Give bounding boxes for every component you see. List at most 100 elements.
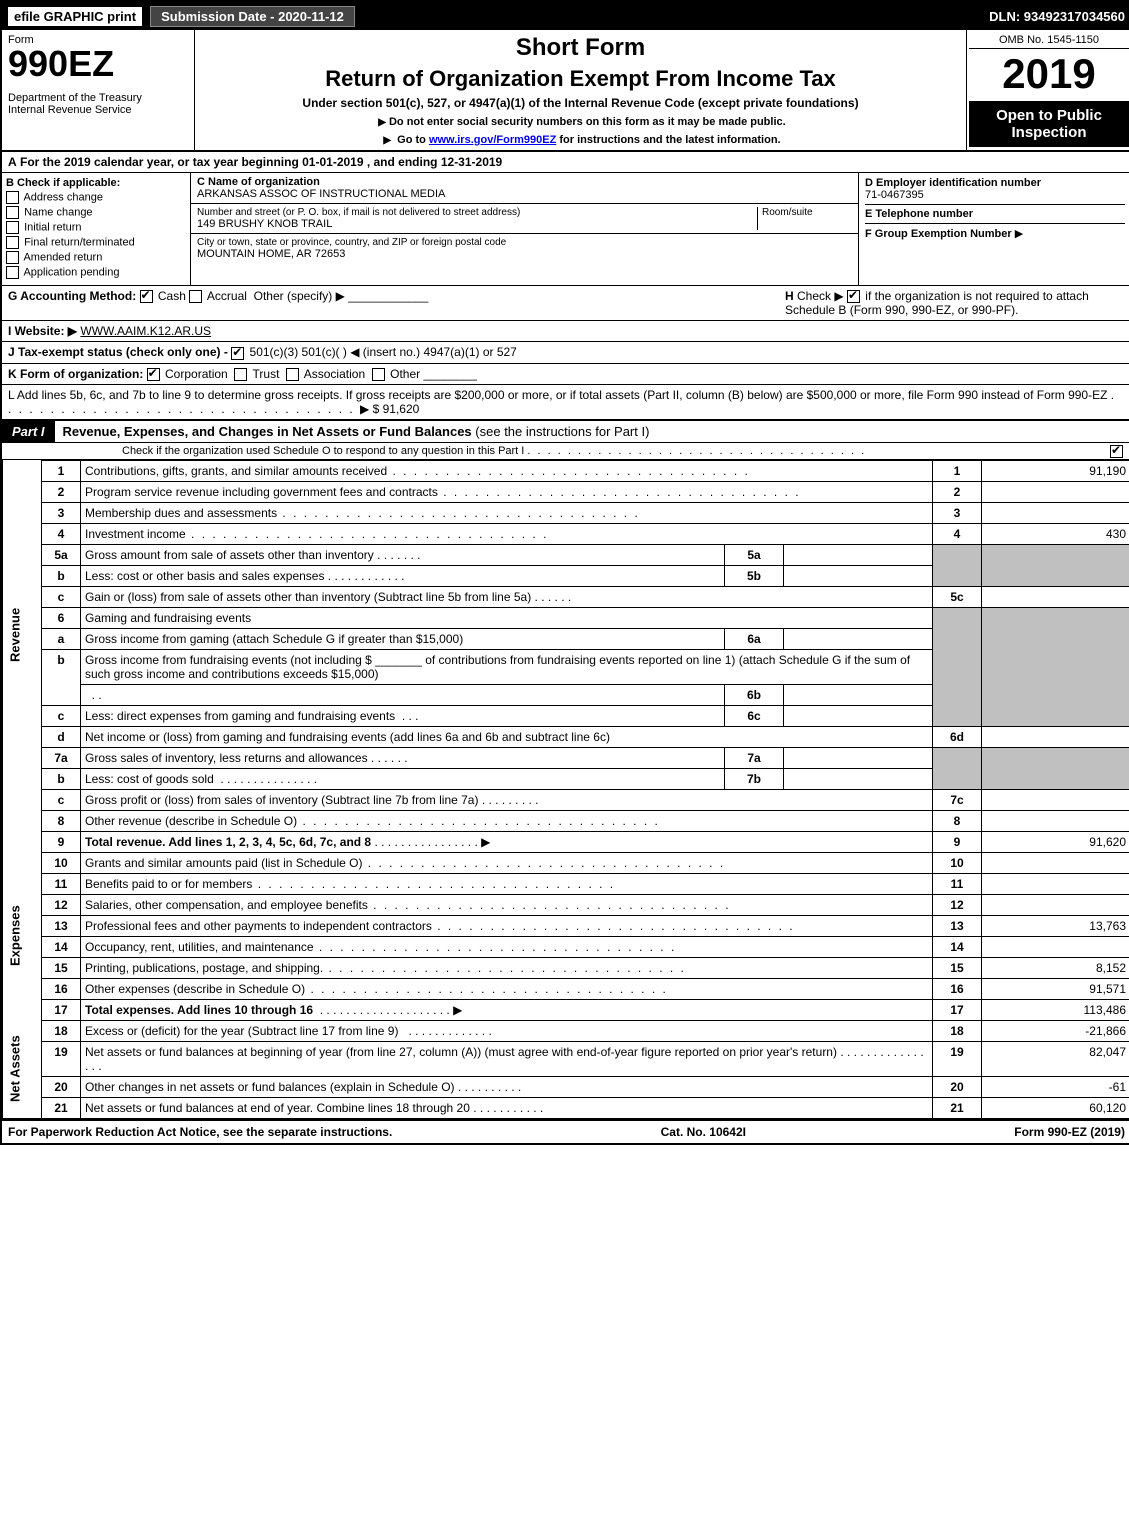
g-label: G Accounting Method: <box>8 289 136 303</box>
tax-year: 2019 <box>969 49 1129 99</box>
dept-irs: Internal Revenue Service <box>8 104 188 116</box>
l-text: L Add lines 5b, 6c, and 7b to line 9 to … <box>8 388 1107 402</box>
org-city: MOUNTAIN HOME, AR 72653 <box>197 248 506 260</box>
chk-trust[interactable] <box>234 368 247 381</box>
line-18-value: -21,866 <box>982 1020 1129 1041</box>
line-6c-desc: Less: direct expenses from gaming and fu… <box>85 709 395 723</box>
chk-name-change[interactable] <box>6 206 19 219</box>
line-7b-desc: Less: cost of goods sold <box>85 772 214 786</box>
part-1-tab: Part I <box>2 421 55 442</box>
line-6d-desc: Net income or (loss) from gaming and fun… <box>85 730 610 744</box>
instructions-link[interactable]: www.irs.gov/Form990EZ <box>429 134 556 146</box>
line-6a-desc: Gross income from gaming (attach Schedul… <box>85 632 463 646</box>
chk-association[interactable] <box>286 368 299 381</box>
row-k-form-org: K Form of organization: Corporation Trus… <box>2 364 1129 385</box>
chk-other-org[interactable] <box>372 368 385 381</box>
row-l-gross-receipts: L Add lines 5b, 6c, and 7b to line 9 to … <box>2 385 1129 420</box>
org-address: 149 BRUSHY KNOB TRAIL <box>197 218 757 230</box>
goto-post: for instructions and the latest informat… <box>556 134 780 146</box>
subtitle: Under section 501(c), 527, or 4947(a)(1)… <box>203 96 958 110</box>
line-7a-desc: Gross sales of inventory, less returns a… <box>85 751 368 765</box>
line-20-value: -61 <box>982 1076 1129 1097</box>
b-label: Check if applicable: <box>17 177 120 189</box>
c-addr-label: Number and street (or P. O. box, if mail… <box>197 207 757 218</box>
line-13-value: 13,763 <box>982 915 1129 936</box>
chk-schedule-o-used[interactable] <box>1110 445 1123 458</box>
e-phone-label: E Telephone number <box>865 208 973 220</box>
chk-initial-return[interactable] <box>6 221 19 234</box>
form-header: Form 990EZ Department of the Treasury In… <box>2 30 1129 152</box>
form-number: 990EZ <box>8 46 188 82</box>
chk-final-return[interactable] <box>6 236 19 249</box>
open-to-public: Open to Public Inspection <box>969 101 1129 147</box>
goto-pre: Go to <box>397 134 429 146</box>
line-14-desc: Occupancy, rent, utilities, and maintena… <box>85 940 314 954</box>
line-9-desc: Total revenue. Add lines 1, 2, 3, 4, 5c,… <box>85 835 371 849</box>
submission-date-button[interactable]: Submission Date - 2020-11-12 <box>150 6 355 27</box>
row-i-website: I Website: ▶ WWW.AAIM.K12.AR.US <box>2 321 1129 342</box>
line-9-value: 91,620 <box>982 831 1129 852</box>
line-13-desc: Professional fees and other payments to … <box>85 919 432 933</box>
line-5c-desc: Gain or (loss) from sale of assets other… <box>85 590 531 604</box>
part-1-header: Part I Revenue, Expenses, and Changes in… <box>2 420 1129 443</box>
top-bar: efile GRAPHIC print Submission Date - 20… <box>2 2 1129 30</box>
line-5a-desc: Gross amount from sale of assets other t… <box>85 548 374 562</box>
main-title: Return of Organization Exempt From Incom… <box>203 66 958 92</box>
row-g-h: G Accounting Method: Cash Accrual Other … <box>2 286 1129 321</box>
f-group-label: F Group Exemption Number <box>865 228 1012 240</box>
d-ein-value: 71-0467395 <box>865 189 924 201</box>
line-6b-desc-pre: Gross income from fundraising events (no… <box>85 653 372 667</box>
chk-application-pending[interactable] <box>6 266 19 279</box>
part-1-note: (see the instructions for Part I) <box>475 424 649 439</box>
financial-table: Revenue 1 Contributions, gifts, grants, … <box>2 460 1129 1119</box>
line-16-value: 91,571 <box>982 978 1129 999</box>
dln-label: DLN: 93492317034560 <box>989 9 1125 24</box>
line-4-value: 430 <box>982 523 1129 544</box>
omb-number: OMB No. 1545-1150 <box>969 32 1129 49</box>
chk-corporation[interactable] <box>147 368 160 381</box>
chk-schedule-b-not-required[interactable] <box>847 290 860 303</box>
chk-address-change[interactable] <box>6 191 19 204</box>
l-value: $ 91,620 <box>373 402 420 416</box>
line-4-desc: Investment income <box>85 527 186 541</box>
line-10-desc: Grants and similar amounts paid (list in… <box>85 856 362 870</box>
j-options: 501(c)(3) 501(c)( ) ◀ (insert no.) 4947(… <box>250 345 517 359</box>
line-17-value: 113,486 <box>982 999 1129 1020</box>
h-check-text: Check ▶ <box>797 289 844 303</box>
line-6-desc: Gaming and fundraising events <box>85 611 251 625</box>
chk-accrual[interactable] <box>189 290 202 303</box>
line-1-desc: Contributions, gifts, grants, and simila… <box>85 464 387 478</box>
j-label: J Tax-exempt status (check only one) - <box>8 345 228 359</box>
d-ein-label: D Employer identification number <box>865 177 1041 189</box>
line-7c-desc: Gross profit or (loss) from sales of inv… <box>85 793 478 807</box>
line-21-value: 60,120 <box>982 1097 1129 1118</box>
line-19-desc: Net assets or fund balances at beginning… <box>85 1045 837 1059</box>
footer-left: For Paperwork Reduction Act Notice, see … <box>8 1125 392 1139</box>
section-a-tax-year: A For the 2019 calendar year, or tax yea… <box>2 152 1129 173</box>
c-city-label: City or town, state or province, country… <box>197 237 506 248</box>
chk-amended-return[interactable] <box>6 251 19 264</box>
room-suite-label: Room/suite <box>757 207 852 230</box>
i-label: I Website: ▶ <box>8 324 77 338</box>
f-arrow: ▶ <box>1015 228 1023 240</box>
entity-info: B Check if applicable: Address change Na… <box>2 173 1129 286</box>
website-value: WWW.AAIM.K12.AR.US <box>80 324 211 338</box>
row-j-tax-status: J Tax-exempt status (check only one) - 5… <box>2 342 1129 363</box>
org-name: ARKANSAS ASSOC OF INSTRUCTIONAL MEDIA <box>197 188 852 200</box>
k-label: K Form of organization: <box>8 367 143 381</box>
line-3-desc: Membership dues and assessments <box>85 506 277 520</box>
footer-form-ref: Form 990-EZ (2019) <box>1014 1125 1125 1139</box>
line-20-desc: Other changes in net assets or fund bala… <box>85 1080 455 1094</box>
line-21-desc: Net assets or fund balances at end of ye… <box>85 1101 470 1115</box>
c-name-label: C Name of organization <box>197 176 320 188</box>
line-15-value: 8,152 <box>982 957 1129 978</box>
line-19-value: 82,047 <box>982 1041 1129 1076</box>
footer-cat-no: Cat. No. 10642I <box>661 1125 746 1139</box>
chk-501c3[interactable] <box>231 347 244 360</box>
chk-cash[interactable] <box>140 290 153 303</box>
efile-print-button[interactable]: efile GRAPHIC print <box>8 7 142 26</box>
line-5b-desc: Less: cost or other basis and sales expe… <box>85 569 324 583</box>
part-1-title: Revenue, Expenses, and Changes in Net As… <box>63 424 472 439</box>
line-1-value: 91,190 <box>982 460 1129 481</box>
dept-treasury: Department of the Treasury <box>8 92 188 104</box>
